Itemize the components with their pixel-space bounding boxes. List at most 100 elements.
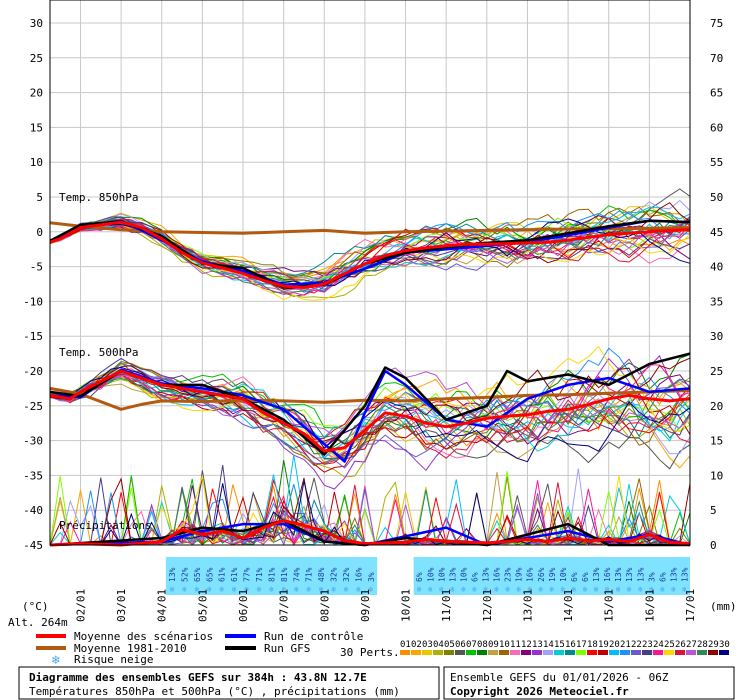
precip-section-label: Précipitations xyxy=(59,519,152,532)
pert-number: 23 xyxy=(642,640,653,650)
snow-risk-percent: 65% xyxy=(193,567,202,582)
ensemble-member-line xyxy=(49,347,691,438)
snow-risk-percent: 19% xyxy=(515,567,524,582)
pert-color-swatch xyxy=(642,650,652,655)
snow-risk-percent: 32% xyxy=(330,567,339,582)
left-tick-label: 25 xyxy=(30,52,43,65)
pert-number: 12 xyxy=(521,640,532,650)
left-tick-label: -35 xyxy=(23,469,43,482)
left-tick-label: -30 xyxy=(23,435,43,448)
snow-risk-flake-icon: ❄ xyxy=(616,585,621,594)
right-tick-label: 50 xyxy=(710,191,723,204)
pert-number: 17 xyxy=(576,640,587,650)
right-tick-label: 15 xyxy=(710,435,723,448)
snow-risk-flake-icon: ❄ xyxy=(560,585,565,594)
snow-risk-percent: 81% xyxy=(280,567,289,582)
snow-risk-percent: 16% xyxy=(493,567,502,582)
right-tick-label: 65 xyxy=(710,87,723,100)
x-date-label: 09/01 xyxy=(359,589,372,622)
left-tick-label: -25 xyxy=(23,400,43,413)
snow-risk-flake-icon: ❄ xyxy=(356,585,361,594)
right-tick-label: 40 xyxy=(710,261,723,274)
snow-risk-percent: 13% xyxy=(625,567,634,582)
pert-number: 25 xyxy=(664,640,675,650)
snow-risk-flake-icon: ❄ xyxy=(194,585,199,594)
left-tick-label: -10 xyxy=(23,295,43,308)
left-tick-label: 15 xyxy=(30,121,43,134)
right-tick-label: 10 xyxy=(710,469,723,482)
snow-risk-flake-icon: ❄ xyxy=(450,585,455,594)
pert-number: 04 xyxy=(433,640,444,650)
pert-number: 22 xyxy=(631,640,642,650)
left-tick-label: 5 xyxy=(36,191,43,204)
right-tick-label: 75 xyxy=(710,17,723,30)
snow-risk-percent: 32% xyxy=(342,567,351,582)
left-axis-ticks: 30 25 20 15 10 5 0 -5 -10 -15 -20 -25 -30 -35 -40 -45 xyxy=(23,17,43,552)
pert-color-swatch xyxy=(422,650,432,655)
ensemble-members xyxy=(49,188,691,547)
snow-risk-flake-icon: ❄ xyxy=(281,585,286,594)
snow-risk-flake-icon: ❄ xyxy=(516,585,521,594)
snow-risk-flake-icon: ❄ xyxy=(538,585,543,594)
snow-risk-flake-icon: ❄ xyxy=(319,585,324,594)
snow-risk-percent: 13% xyxy=(680,567,689,582)
pert-color-swatch xyxy=(565,650,575,655)
snow-risk-panel xyxy=(165,557,378,595)
pert-color-swatch xyxy=(686,650,696,655)
legend-snow-label: Risque neige xyxy=(74,653,153,666)
snow-risk-percent: 71% xyxy=(255,567,264,582)
x-date-label: 06/01 xyxy=(237,589,250,622)
pert-number: 07 xyxy=(466,640,477,650)
snow-risk-percent: 10% xyxy=(426,567,435,582)
pert-number: 03 xyxy=(422,640,433,650)
pert-number: 20 xyxy=(609,640,620,650)
snow-risk-flake-icon: ❄ xyxy=(649,585,654,594)
snow-risk-flake-icon: ❄ xyxy=(549,585,554,594)
snow-risk-percent: 61% xyxy=(218,567,227,582)
snow-risk-flake-icon: ❄ xyxy=(417,585,422,594)
series-line-precip xyxy=(49,519,691,547)
pert-color-swatch xyxy=(510,650,520,655)
x-date-label: 08/01 xyxy=(318,589,331,622)
x-date-label: 15/01 xyxy=(603,589,616,622)
pert-color-swatch xyxy=(400,650,410,655)
left-tick-label: 30 xyxy=(30,17,43,30)
snow-risk-percent: 19% xyxy=(548,567,557,582)
pert-number: 16 xyxy=(565,640,576,650)
ensemble-member-line xyxy=(49,367,691,437)
snow-risk-percent: 6% xyxy=(658,572,667,582)
title-box xyxy=(18,666,440,700)
snow-risk-flake-icon: ❄ xyxy=(207,585,212,594)
snow-risk-flake-icon: ❄ xyxy=(294,585,299,594)
pert-color-swatch xyxy=(466,650,476,655)
pert-color-swatch xyxy=(543,650,553,655)
altitude-label: Alt. 264m xyxy=(8,616,68,629)
snow-risk-percent: 3% xyxy=(647,572,656,582)
right-tick-label: 0 xyxy=(710,539,717,552)
pert-color-swatch xyxy=(433,650,443,655)
x-date-label: 17/01 xyxy=(684,589,697,622)
snow-risk-flake-icon: ❄ xyxy=(170,585,175,594)
chart-title: Diagramme des ensembles GEFS sur 384h : … xyxy=(29,671,367,684)
snow-risk-flake-icon: ❄ xyxy=(257,585,262,594)
pert-number: 28 xyxy=(697,640,708,650)
pert-color-swatch xyxy=(598,650,608,655)
snow-risk-flake-icon: ❄ xyxy=(461,585,466,594)
left-tick-label: -45 xyxy=(23,539,43,552)
snow-risk-flake-icon: ❄ xyxy=(306,585,311,594)
pert-number: 01 xyxy=(400,640,411,650)
snow-risk-percent: 16% xyxy=(526,567,535,582)
pert-color-swatch xyxy=(576,650,586,655)
t500-section-label: Temp. 500hPa xyxy=(59,346,138,359)
pert-color-swatch xyxy=(587,650,597,655)
snow-risk-percent: 6% xyxy=(570,572,579,582)
left-tick-label: 20 xyxy=(30,87,43,100)
left-tick-label: -40 xyxy=(23,504,43,517)
snow-risk-flake-icon: ❄ xyxy=(572,585,577,594)
right-tick-label: 60 xyxy=(710,121,723,134)
snow-risk-percent: 65% xyxy=(205,567,214,582)
pert-number: 21 xyxy=(620,640,631,650)
right-tick-label: 5 xyxy=(710,504,717,517)
series-line-t850 xyxy=(49,219,691,286)
